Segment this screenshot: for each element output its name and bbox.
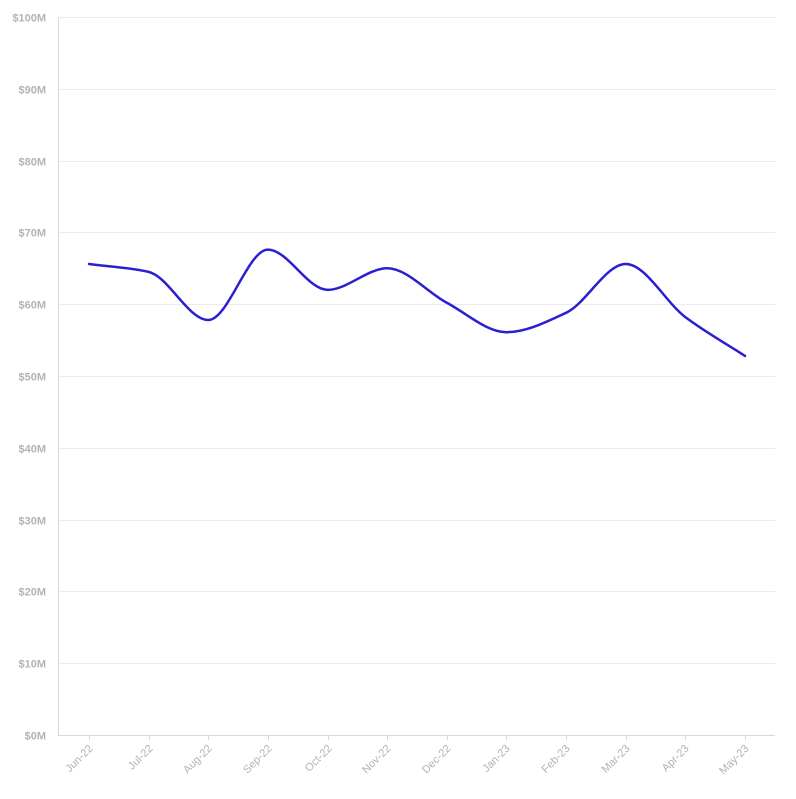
data-point[interactable] [560, 307, 572, 319]
x-tick-label: May-23 [717, 743, 751, 777]
x-tick-label: Oct-22 [303, 743, 335, 775]
y-tick-label: $40M [18, 444, 46, 456]
y-tick-label: $80M [18, 157, 46, 169]
x-tick-label: Sep-22 [241, 743, 275, 777]
data-point[interactable] [83, 258, 95, 270]
grid-layer [58, 17, 775, 664]
data-point[interactable] [739, 350, 751, 362]
series-line-0 [87, 248, 747, 358]
data-point[interactable] [500, 326, 512, 338]
y-tick-label: $10M [18, 659, 46, 671]
x-tick-label: Dec-22 [420, 743, 454, 777]
axis-layer [58, 17, 775, 740]
x-tick-labels: Jun-22 Jul-22 Aug-22 Sep-22 Oct-22 Nov-22 Dec-… [63, 743, 751, 777]
data-point[interactable] [620, 258, 632, 270]
x-tick-label: Apr-23 [660, 743, 692, 775]
x-tick-label: Feb-23 [539, 743, 572, 776]
data-point[interactable] [381, 262, 393, 274]
x-tick-label: Jan-23 [480, 743, 512, 775]
y-tick-label: $90M [18, 85, 46, 97]
y-tick-label: $50M [18, 372, 46, 384]
y-tick-labels: $0M $10M $20M $30M $40M $50M $60M $70M $80M $90M $… [12, 13, 46, 743]
x-tick-label: Mar-23 [599, 743, 632, 776]
data-point[interactable] [679, 311, 691, 323]
data-point[interactable] [262, 244, 274, 256]
x-tick-label: Aug-22 [181, 743, 215, 777]
y-tick-label: $20M [18, 587, 46, 599]
y-tick-label: $60M [18, 300, 46, 312]
y-tick-label: $100M [12, 13, 46, 25]
y-tick-label: $0M [25, 731, 46, 743]
y-tick-label: $70M [18, 228, 46, 240]
data-point[interactable] [441, 297, 453, 309]
data-point[interactable] [322, 284, 334, 296]
x-tick-label: Jul-22 [126, 743, 156, 773]
series-layer [83, 244, 751, 362]
y-tick-label: $30M [18, 516, 46, 528]
x-tick-label: Jun-22 [63, 743, 95, 775]
x-tick-label: Nov-22 [360, 743, 394, 777]
data-point[interactable] [202, 314, 214, 326]
data-point[interactable] [143, 266, 155, 278]
